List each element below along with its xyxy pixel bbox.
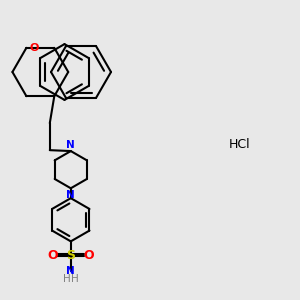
Text: N: N — [66, 140, 75, 150]
Text: H: H — [63, 274, 71, 284]
Text: HCl: HCl — [229, 137, 251, 151]
Text: O: O — [83, 249, 94, 262]
Text: O: O — [48, 249, 58, 262]
Text: N: N — [66, 266, 75, 276]
Text: N: N — [66, 190, 75, 200]
Text: O: O — [29, 43, 39, 53]
Text: S: S — [66, 249, 75, 262]
Text: H: H — [70, 274, 78, 284]
